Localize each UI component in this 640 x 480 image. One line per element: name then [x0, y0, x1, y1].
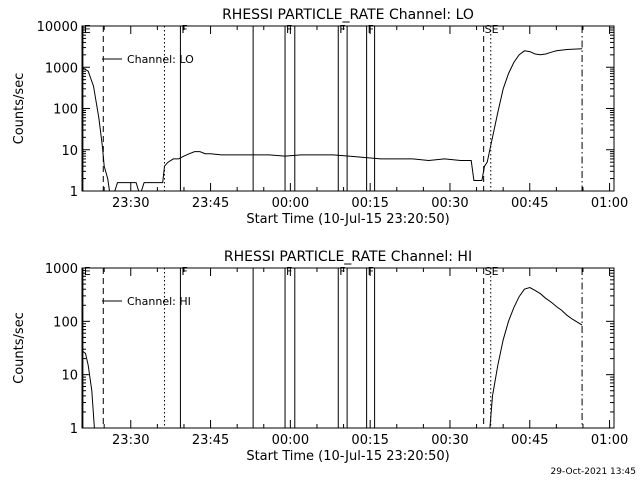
x-tick-label: 00:30 — [431, 433, 468, 448]
x-axis-label: Start Time (10-Jul-15 23:20:50) — [246, 212, 449, 227]
y-tick-label: 10000 — [37, 20, 78, 35]
event-marker-label: E — [84, 23, 91, 36]
chart-title: RHESSI PARTICLE_RATE Channel: LO — [222, 7, 474, 23]
x-axis-label: Start Time (10-Jul-15 23:20:50) — [246, 449, 449, 464]
plot-frame — [81, 267, 615, 429]
event-marker-label: F — [286, 23, 292, 36]
y-tick-label: 1 — [70, 185, 78, 200]
x-tick-label: 00:00 — [272, 433, 309, 448]
lo-channel-plot: RHESSI PARTICLE_RATE Channel: LO Start Ti… — [12, 7, 628, 227]
y-tick-label: 100 — [53, 103, 78, 118]
x-tick-label: 00:45 — [511, 196, 548, 211]
x-tick-label: 00:15 — [351, 433, 388, 448]
y-tick-label: 10 — [61, 144, 78, 159]
chart-title: RHESSI PARTICLE_RATE Channel: HI — [224, 249, 472, 265]
y-axis-label: Counts/sec — [12, 312, 27, 384]
series-line — [81, 48, 583, 192]
event-marker-label: F — [368, 23, 374, 36]
legend-label: Channel: HI — [127, 295, 191, 308]
event-marker-label: F — [339, 265, 345, 278]
timestamp-footer: 29-Oct-2021 13:45 — [551, 467, 636, 477]
x-tick-label: 00:00 — [272, 196, 309, 211]
series-line — [81, 286, 583, 429]
event-marker-label: E — [84, 265, 91, 278]
y-tick-label: 1 — [70, 422, 78, 437]
x-tick-label: 23:45 — [192, 196, 229, 211]
x-tick-label: 23:30 — [112, 433, 149, 448]
y-tick-label: 1000 — [45, 61, 78, 76]
x-tick-label: 00:30 — [431, 196, 468, 211]
x-tick-label: 00:45 — [511, 433, 548, 448]
event-marker-label: F — [368, 265, 374, 278]
y-tick-label: 100 — [53, 315, 78, 330]
x-tick-label: 01:00 — [591, 433, 628, 448]
event-marker-label: F — [286, 265, 292, 278]
x-tick-label: 23:30 — [112, 196, 149, 211]
x-tick-label: 01:00 — [591, 196, 628, 211]
event-marker-label: F — [181, 23, 187, 36]
event-marker-label: SE — [485, 265, 499, 278]
event-marker-label: F — [181, 265, 187, 278]
y-axis-label: Counts/sec — [12, 73, 27, 145]
x-tick-label: 23:45 — [192, 433, 229, 448]
hi-channel-plot: RHESSI PARTICLE_RATE Channel: HI Start Ti… — [12, 249, 628, 464]
event-marker-label: SE — [485, 23, 499, 36]
x-tick-label: 00:15 — [351, 196, 388, 211]
y-tick-label: 1000 — [45, 262, 78, 277]
legend-label: Channel: LO — [127, 53, 194, 66]
y-tick-label: 10 — [61, 369, 78, 384]
event-marker-label: F — [339, 23, 345, 36]
plot-frame — [81, 25, 615, 192]
